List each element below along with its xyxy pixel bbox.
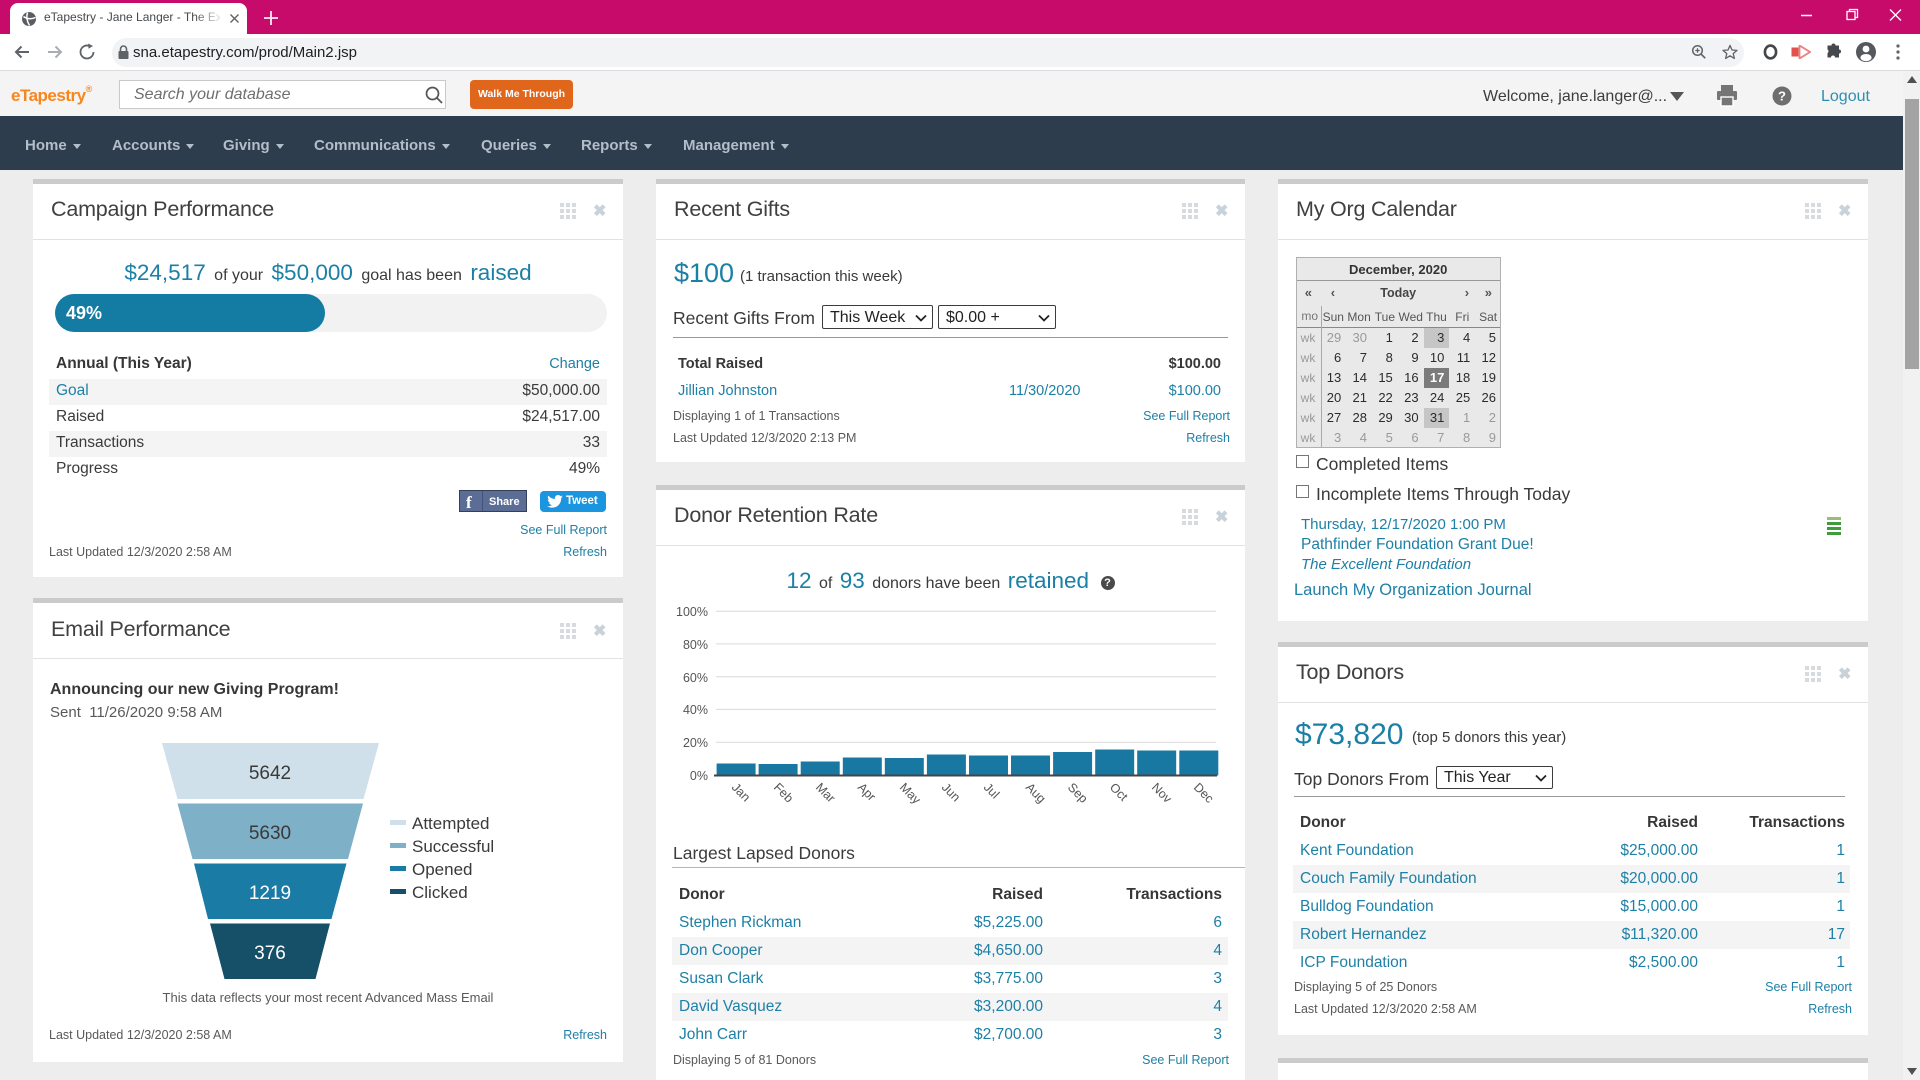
svg-text:Dec: Dec: [1191, 780, 1217, 806]
svg-text:5642: 5642: [249, 763, 291, 784]
svg-text:May: May: [897, 780, 924, 807]
svg-text:Sep: Sep: [1065, 780, 1091, 806]
svg-text:20%: 20%: [683, 736, 708, 750]
svg-text:Aug: Aug: [1023, 780, 1049, 806]
svg-text:1219: 1219: [249, 883, 291, 904]
svg-text:376: 376: [254, 943, 286, 964]
svg-text:80%: 80%: [683, 638, 708, 652]
svg-text:Jun: Jun: [939, 780, 963, 804]
svg-text:60%: 60%: [683, 671, 708, 685]
svg-text:Apr: Apr: [855, 780, 879, 804]
svg-text:0%: 0%: [690, 769, 708, 783]
svg-text:Jul: Jul: [981, 780, 1002, 801]
svg-text:Feb: Feb: [771, 780, 796, 805]
svg-text:Oct: Oct: [1107, 780, 1131, 804]
svg-text:40%: 40%: [683, 703, 708, 717]
svg-text:Mar: Mar: [813, 780, 838, 805]
svg-text:100%: 100%: [676, 605, 708, 619]
svg-text:Nov: Nov: [1149, 780, 1175, 806]
svg-text:5630: 5630: [249, 823, 291, 844]
svg-text:?: ?: [1778, 89, 1786, 104]
svg-text:Jan: Jan: [729, 780, 753, 804]
